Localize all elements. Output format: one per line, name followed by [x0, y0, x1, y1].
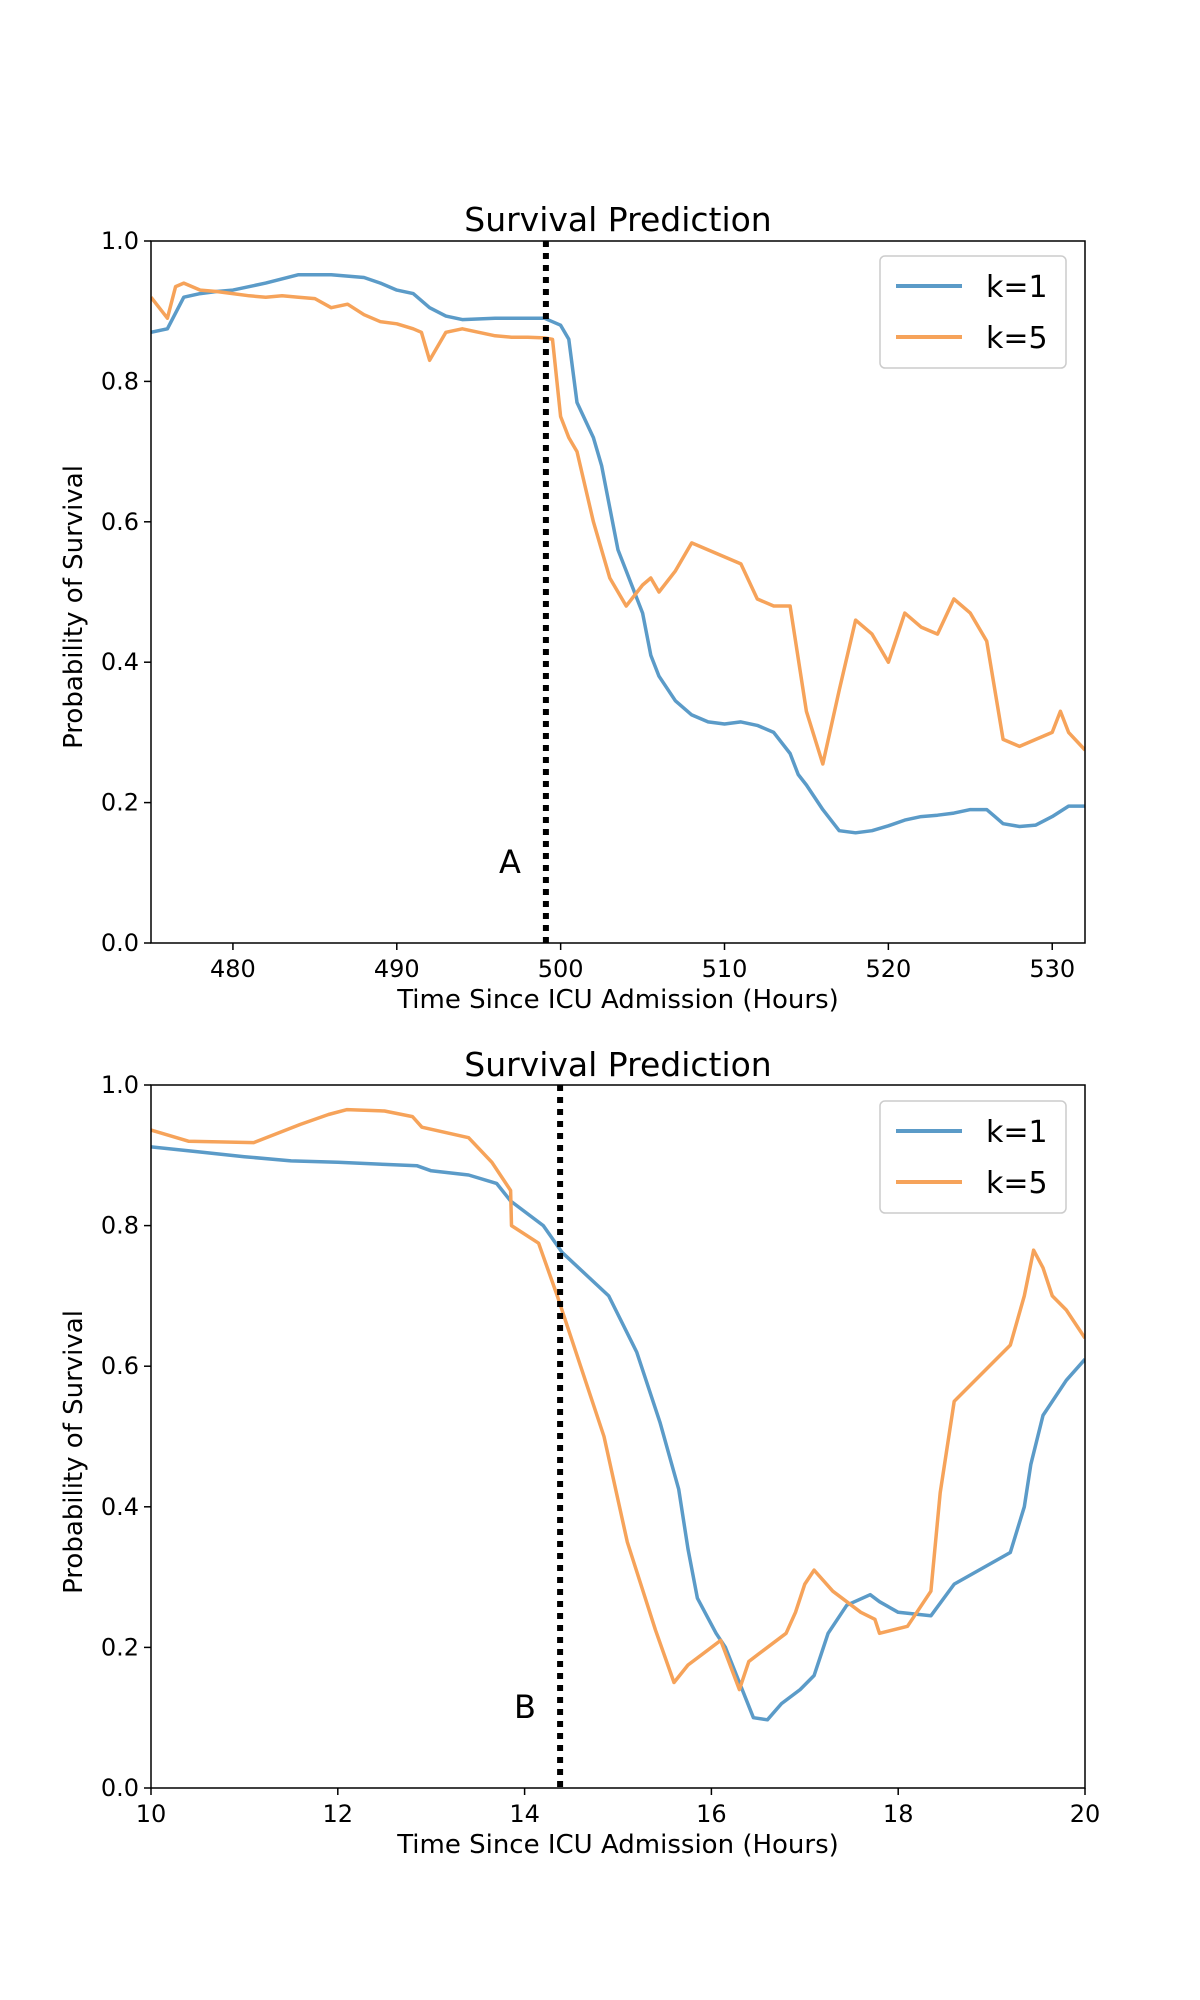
y-tick-label: 0.6 — [101, 508, 139, 536]
y-tick-label: 1.0 — [101, 227, 139, 255]
vline-annotation: A — [499, 843, 521, 881]
x-tick-label: 12 — [323, 1800, 354, 1828]
x-tick-label: 520 — [865, 955, 911, 983]
x-tick-label: 490 — [374, 955, 420, 983]
plot-frame — [150, 1084, 1086, 1789]
series-line-k5 — [151, 281, 1085, 766]
y-tick-label: 0.2 — [101, 789, 139, 817]
legend: k=1 k=5 — [879, 255, 1067, 369]
x-tick-label: 510 — [702, 955, 748, 983]
series-line-k1 — [151, 272, 1085, 835]
y-tick-label: 0.4 — [101, 648, 139, 676]
legend-label-k5: k=5 — [986, 1166, 1048, 1201]
x-tick-label: 500 — [538, 955, 584, 983]
chart-top: Survival Prediction Time Since ICU Admis… — [59, 200, 1086, 1015]
legend-label-k1: k=1 — [986, 270, 1048, 305]
x-tick-label: 14 — [509, 1800, 540, 1828]
legend: k=1 k=5 — [879, 1100, 1067, 1214]
y-tick-label: 0.8 — [101, 1212, 139, 1240]
x-tick-label: 480 — [210, 955, 256, 983]
y-axis-label: Probability of Survival — [59, 465, 89, 749]
y-tick-label: 0.0 — [101, 1774, 139, 1802]
x-axis-label: Time Since ICU Admission (Hours) — [396, 985, 839, 1015]
plot-area: 10 12 14 16 18 20 0.0 0.2 0.4 0.6 0.8 1.0 — [101, 1071, 1100, 1828]
plot-frame — [150, 240, 1086, 944]
x-tick-label: 20 — [1070, 1800, 1101, 1828]
y-tick-label: 0.6 — [101, 1352, 139, 1380]
vline-annotation: B — [514, 1688, 536, 1726]
y-tick-label: 1.0 — [101, 1071, 139, 1099]
y-tick-label: 0.8 — [101, 367, 139, 395]
plot-area: 480 490 500 510 520 530 0.0 0.2 0.4 0.6 0.8 1.0 — [101, 227, 1086, 983]
chart-title: Survival Prediction — [464, 200, 771, 239]
chart-title: Survival Prediction — [464, 1045, 771, 1084]
legend-label-k5: k=5 — [986, 321, 1048, 356]
x-tick-label: 16 — [696, 1800, 727, 1828]
x-tick-label: 530 — [1029, 955, 1075, 983]
y-tick-label: 0.4 — [101, 1493, 139, 1521]
y-tick-label: 0.0 — [101, 929, 139, 957]
y-tick-label: 0.2 — [101, 1633, 139, 1661]
x-tick-label: 10 — [136, 1800, 167, 1828]
y-axis-label: Probability of Survival — [59, 1310, 89, 1594]
x-tick-label: 18 — [883, 1800, 914, 1828]
series-line-k5 — [151, 1107, 1085, 1692]
chart-bottom: Survival Prediction Time Since ICU Admis… — [59, 1045, 1100, 1860]
legend-label-k1: k=1 — [986, 1115, 1048, 1150]
x-axis-label: Time Since ICU Admission (Hours) — [396, 1830, 839, 1860]
